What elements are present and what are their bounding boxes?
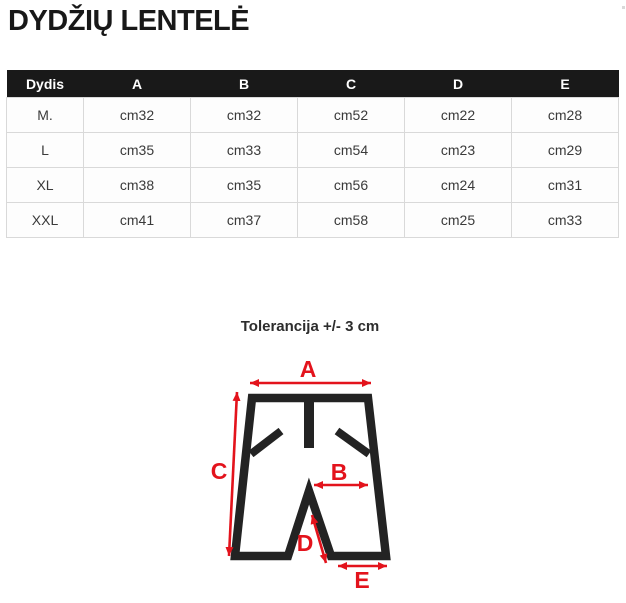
value-cell: cm22: [404, 97, 512, 133]
measure-arrow-c: [225, 391, 241, 557]
value-cell: cm25: [404, 202, 512, 238]
column-header-a: A: [83, 70, 191, 98]
column-header-d: D: [404, 70, 512, 98]
value-cell: cm58: [297, 202, 405, 238]
value-cell: cm24: [404, 167, 512, 203]
tolerance-note: Tolerancija +/- 3 cm: [240, 318, 380, 335]
size-cell: XL: [6, 167, 84, 203]
value-cell: cm35: [190, 167, 298, 203]
value-cell: cm41: [83, 202, 191, 238]
table-row-xxl: XXL cm41 cm37 cm58 cm25 cm33: [6, 202, 619, 238]
value-cell: cm52: [297, 97, 405, 133]
value-cell: cm29: [511, 132, 619, 168]
column-header-e: E: [511, 70, 619, 98]
page-title: DYDŽIŲ LENTELĖ: [8, 5, 250, 37]
value-cell: cm37: [190, 202, 298, 238]
shorts-measurement-diagram: A C B D E: [211, 356, 391, 593]
value-cell: cm23: [404, 132, 512, 168]
column-header-dydis: Dydis: [6, 70, 84, 98]
right-pocket-line: [334, 427, 372, 458]
size-cell: L: [6, 132, 84, 168]
measure-label-b: B: [331, 459, 348, 485]
stray-pixel-artifact: [622, 6, 625, 9]
column-header-b: B: [190, 70, 298, 98]
size-cell: XXL: [6, 202, 84, 238]
table-row-xl: XL cm38 cm35 cm56 cm24 cm31: [6, 167, 619, 203]
value-cell: cm32: [190, 97, 298, 133]
value-cell: cm35: [83, 132, 191, 168]
left-pocket-line: [248, 427, 284, 458]
size-table: Dydis A B C D E M. cm32 cm32 cm52 cm22 c…: [6, 70, 619, 238]
table-header-row: Dydis A B C D E: [6, 70, 619, 98]
measure-label-c: C: [211, 458, 228, 484]
measure-label-e: E: [354, 567, 369, 593]
measure-label-a: A: [300, 356, 317, 382]
table-row-l: L cm35 cm33 cm54 cm23 cm29: [6, 132, 619, 168]
value-cell: cm33: [511, 202, 619, 238]
column-header-c: C: [297, 70, 405, 98]
measure-arrow-d: [310, 514, 328, 564]
value-cell: cm38: [83, 167, 191, 203]
value-cell: cm28: [511, 97, 619, 133]
value-cell: cm32: [83, 97, 191, 133]
value-cell: cm56: [297, 167, 405, 203]
table-row-m: M. cm32 cm32 cm52 cm22 cm28: [6, 97, 619, 133]
measure-label-d: D: [297, 530, 314, 556]
size-cell: M.: [6, 97, 84, 133]
value-cell: cm54: [297, 132, 405, 168]
value-cell: cm33: [190, 132, 298, 168]
value-cell: cm31: [511, 167, 619, 203]
